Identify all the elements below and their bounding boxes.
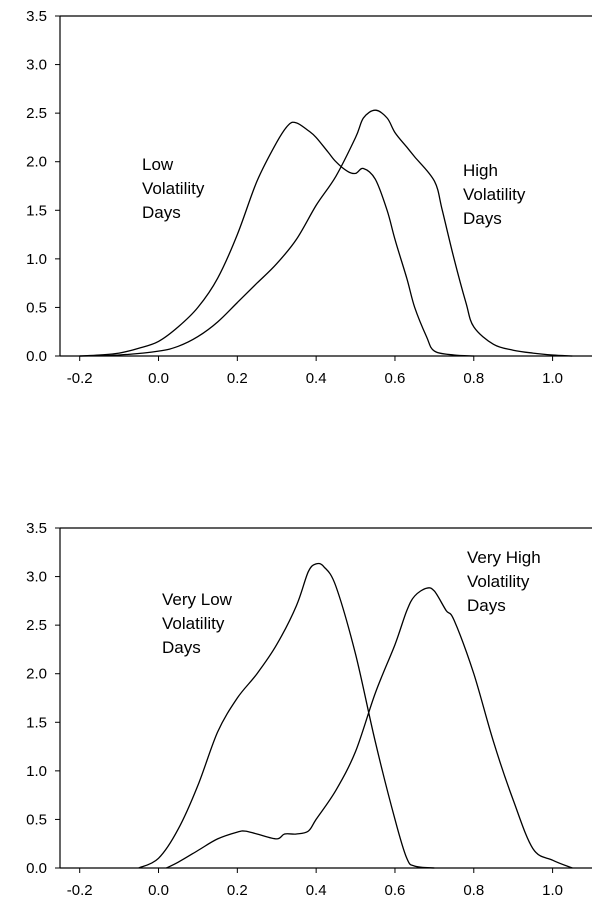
y-tick-label: 1.5 [26, 714, 47, 731]
x-tick-label: 0.0 [148, 370, 169, 387]
x-tick-label: 0.6 [385, 882, 406, 899]
density-curve-1 [138, 562, 435, 869]
x-tick-label: 0.8 [463, 370, 484, 387]
x-tick-label: 1.0 [542, 882, 563, 899]
y-tick-label: 0.0 [26, 860, 47, 877]
x-tick-label: 0.4 [306, 370, 327, 387]
y-tick-label: 0.5 [26, 299, 47, 316]
x-tick-label: 1.0 [542, 370, 563, 387]
x-tick-label: 0.2 [227, 370, 248, 387]
y-tick-label: 1.5 [26, 202, 47, 219]
y-tick-label: 3.5 [26, 520, 47, 537]
x-tick-label: 0.8 [463, 882, 484, 899]
bottom-density-chart: 0.0 0.5 1.0 1.5 2.0 2.5 3.0 3.5 -0.2 0.0 0.2 0.4 0.6… [26, 520, 592, 899]
y-tick-label: 2.0 [26, 666, 47, 683]
y-tick-label: 2.5 [26, 105, 47, 122]
x-tick-label: 0.4 [306, 882, 327, 899]
x-tick-label: 0.0 [148, 882, 169, 899]
y-tick-label: 2.0 [26, 154, 47, 171]
y-tick-label: 1.0 [26, 763, 47, 780]
density-curve-2 [79, 109, 573, 357]
y-tick-label: 3.0 [26, 569, 47, 586]
top-density-chart: 0.0 0.5 1.0 1.5 2.0 2.5 3.0 3.5 -0.2 0.0 0.2 0.4 0.6… [26, 8, 592, 387]
curve-annotation: Very High Volatility Days [467, 548, 541, 615]
x-tick-label: 0.6 [385, 370, 406, 387]
y-tick-label: 0.5 [26, 811, 47, 828]
x-tick-label: 0.2 [227, 882, 248, 899]
y-tick-label: 3.5 [26, 8, 47, 25]
x-tick-label: -0.2 [67, 370, 93, 387]
y-tick-label: 3.0 [26, 57, 47, 74]
density-curve-1 [79, 121, 474, 357]
y-tick-label: 1.0 [26, 251, 47, 268]
y-tick-label: 0.0 [26, 348, 47, 365]
curve-annotation: Very Low Volatility Days [162, 590, 233, 657]
density-curve-2 [166, 587, 573, 869]
x-tick-label: -0.2 [67, 882, 93, 899]
curve-annotation: High Volatility Days [463, 161, 526, 228]
y-tick-label: 2.5 [26, 617, 47, 634]
curve-annotation: Low Volatility Days [142, 155, 205, 222]
